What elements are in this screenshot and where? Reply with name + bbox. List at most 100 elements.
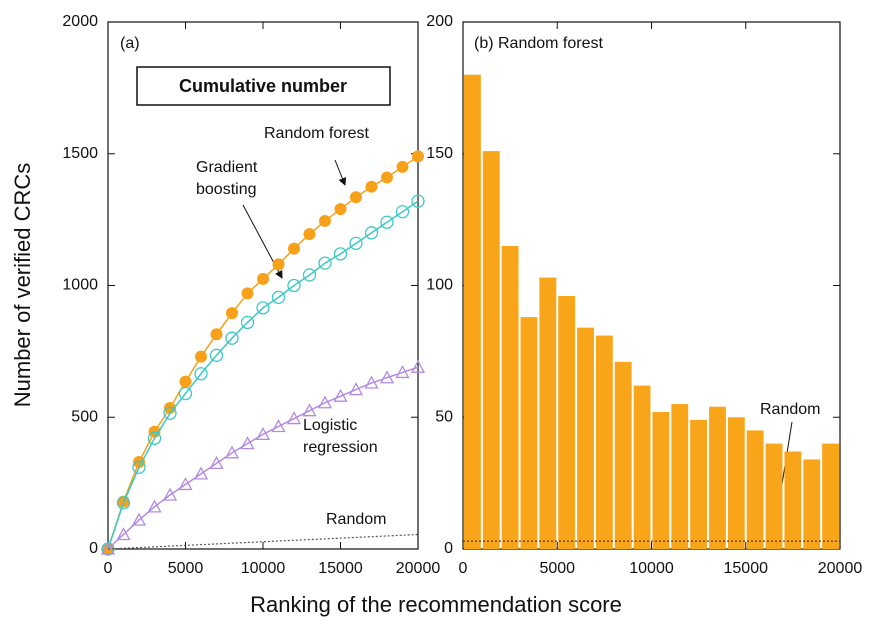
- marker: [349, 236, 363, 250]
- bar: [539, 277, 557, 549]
- marker: [225, 331, 239, 345]
- marker: [240, 436, 255, 450]
- marker: [333, 247, 348, 261]
- marker: [147, 431, 162, 445]
- y-axis-title: Number of verified CRCs: [10, 163, 35, 408]
- bar: [558, 296, 576, 549]
- marker: [271, 290, 286, 305]
- marker: [395, 205, 410, 219]
- bar: [709, 406, 726, 549]
- x-tick-label: 5000: [539, 560, 575, 577]
- bar: [577, 327, 594, 549]
- marker: [302, 403, 317, 417]
- marker: [271, 419, 286, 433]
- marker: [241, 287, 254, 300]
- series-line: [107, 155, 419, 550]
- marker: [302, 268, 317, 282]
- x-tick-label: 0: [104, 560, 113, 577]
- marker: [164, 402, 176, 415]
- x-tick-label: 15000: [724, 560, 769, 577]
- marker: [133, 456, 145, 469]
- marker: [348, 382, 364, 396]
- y-tick-label: 0: [89, 540, 98, 557]
- marker: [116, 527, 131, 541]
- marker: [116, 496, 131, 510]
- bar: [727, 417, 745, 549]
- y-tick-label: 0: [444, 540, 453, 557]
- bar: [784, 451, 802, 549]
- bar: [464, 74, 481, 549]
- marker: [303, 228, 316, 241]
- marker: [194, 367, 208, 381]
- panel-label: (b) Random forest: [474, 35, 603, 52]
- marker: [193, 466, 209, 480]
- marker: [379, 370, 395, 384]
- bar: [614, 361, 632, 549]
- bar: [520, 317, 538, 549]
- x-tick-label: 20000: [396, 560, 441, 577]
- title-box: [136, 66, 391, 106]
- marker: [240, 315, 255, 330]
- y-tick-label: 100: [426, 277, 453, 294]
- marker: [396, 160, 409, 173]
- series-label: Random forest: [264, 125, 369, 142]
- marker: [395, 365, 410, 379]
- y-tick-label: 1500: [62, 145, 98, 162]
- y-tick-label: 50: [435, 408, 453, 425]
- marker: [365, 180, 378, 193]
- x-tick-label: 5000: [168, 560, 204, 577]
- marker: [319, 214, 331, 227]
- marker: [179, 375, 192, 388]
- marker: [100, 541, 116, 555]
- x-tick-label: 10000: [241, 560, 286, 577]
- marker: [256, 301, 270, 315]
- bar: [671, 404, 689, 549]
- marker: [412, 150, 424, 163]
- marker: [317, 395, 333, 409]
- bar: [633, 385, 651, 549]
- marker: [364, 226, 379, 240]
- bar: [652, 411, 670, 549]
- marker: [147, 499, 162, 513]
- x-axis-title: Ranking of the recommendation score: [250, 592, 622, 617]
- bar: [746, 430, 764, 549]
- marker: [380, 215, 394, 229]
- marker: [381, 171, 393, 184]
- series-label: Logistic regression: [303, 417, 378, 456]
- marker: [178, 386, 193, 401]
- marker: [350, 191, 362, 204]
- marker: [410, 359, 426, 373]
- y-tick-label: 150: [426, 145, 453, 162]
- marker: [287, 278, 301, 293]
- marker: [334, 203, 347, 216]
- marker: [131, 512, 147, 526]
- box-title: Cumulative number: [179, 76, 347, 96]
- series-line: [107, 200, 419, 550]
- marker: [224, 445, 240, 459]
- marker: [209, 348, 224, 362]
- marker: [162, 487, 178, 501]
- marker: [195, 350, 207, 363]
- bar: [822, 443, 839, 549]
- panel-label: (a): [120, 35, 140, 52]
- marker: [163, 406, 177, 420]
- marker: [178, 477, 193, 491]
- marker: [272, 258, 285, 271]
- bar: [765, 443, 783, 549]
- series-label: Random: [326, 511, 386, 528]
- x-tick-label: 15000: [318, 560, 363, 577]
- marker: [333, 388, 348, 402]
- marker: [364, 375, 379, 389]
- bar: [482, 151, 500, 550]
- marker: [257, 272, 269, 285]
- marker: [132, 460, 146, 474]
- arrow: [334, 159, 347, 186]
- reference-label: Random: [760, 401, 820, 418]
- x-tick-label: 10000: [629, 560, 674, 577]
- marker: [209, 456, 224, 470]
- y-tick-label: 1000: [62, 277, 98, 294]
- marker: [255, 427, 271, 441]
- marker: [226, 307, 238, 320]
- y-tick-label: 200: [426, 13, 453, 30]
